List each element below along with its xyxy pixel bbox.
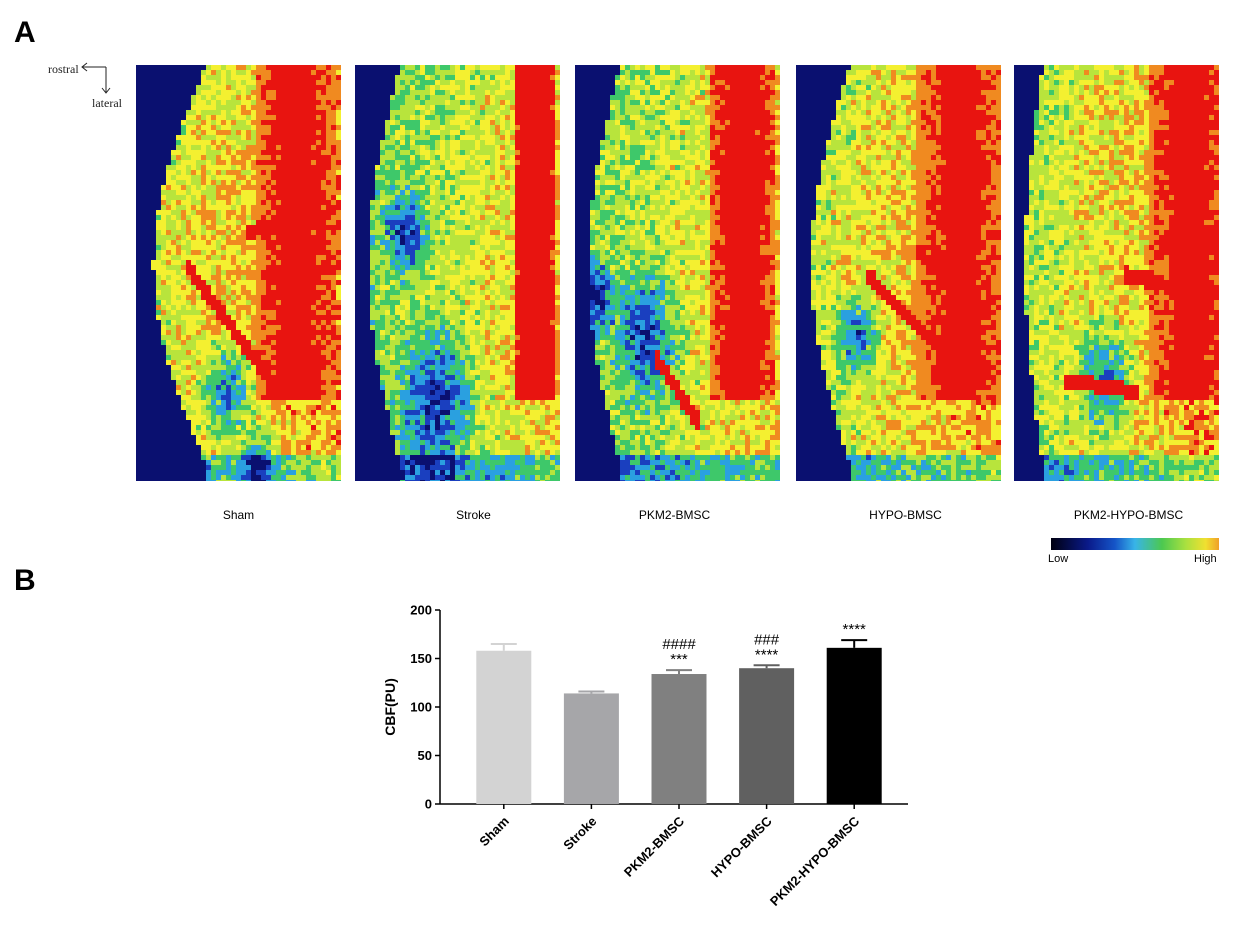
y-tick-label: 150 [410,651,432,666]
flow-image-pkm2-hypo-bmsc [1014,65,1219,481]
y-tick-label: 200 [410,603,432,618]
colorbar [1051,538,1219,550]
colorbar-high-label: High [1194,553,1217,565]
bar [563,693,619,804]
x-tick-label: Stroke [560,814,599,853]
flow-image-hypo-bmsc [796,65,1001,481]
significance-label: *** [670,651,688,668]
orientation-lateral-label: lateral [92,96,122,110]
significance-label: #### [662,636,696,653]
image-label-hypo-bmsc: HYPO-BMSC [869,508,942,522]
bar [739,668,795,804]
y-tick-label: 50 [418,748,432,763]
image-label-stroke: Stroke [456,508,491,522]
y-axis-label: CBF(PU) [382,678,398,736]
significance-label: ### [754,631,780,648]
image-label-pkm2-bmsc: PKM2-BMSC [638,508,711,522]
orientation-rostral-label: rostral [48,62,79,76]
x-tick-label: Sham [476,814,512,850]
panel-a-label: A [14,16,36,49]
y-tick-label: 0 [425,797,432,812]
y-tick-label: 100 [410,700,432,715]
significance-label: **** [843,621,867,638]
significance-label: **** [755,646,779,663]
flow-image-stroke [355,65,560,481]
cbf-bar-chart: CBF(PU) 0 50 100 150 200 Sham Stroke PKM2-BMSC **… [382,603,908,909]
image-label-sham: Sham [222,508,255,522]
bar [826,647,882,804]
panel-b-label: B [14,564,36,597]
x-tick-label: PKM2-BMSC [621,813,688,880]
x-tick-label: PKM2-HYPO-BMSC [767,813,863,909]
image-label-pkm2-hypo-bmsc: PKM2-HYPO-BMSC [1073,508,1184,522]
colorbar-low-label: Low [1048,553,1069,565]
flow-image-pkm2-bmsc [575,65,780,481]
bar [476,650,532,804]
bar [651,674,707,804]
x-tick-label: HYPO-BMSC [708,813,775,880]
orientation-arrows-icon [81,62,111,94]
flow-image-sham [136,65,341,481]
